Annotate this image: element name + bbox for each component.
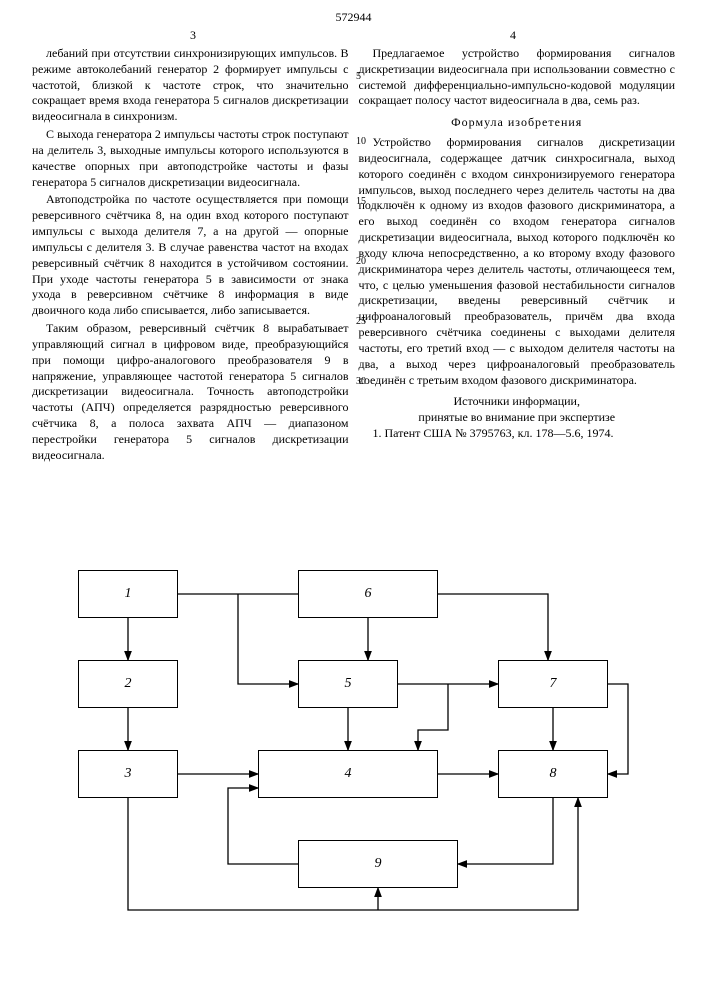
paragraph: Устройство формирования сигналов дискрет… bbox=[359, 135, 676, 388]
gutter-num: 10 bbox=[356, 137, 366, 147]
page-num-left: 3 bbox=[190, 28, 196, 43]
block-6: 6 bbox=[298, 570, 438, 618]
block-7: 7 bbox=[498, 660, 608, 708]
block-4: 4 bbox=[258, 750, 438, 798]
gutter-num: 25 bbox=[356, 317, 366, 327]
block-diagram: 1 6 2 5 7 3 4 8 9 bbox=[78, 570, 638, 930]
doc-number: 572944 bbox=[0, 10, 707, 25]
gutter-num: 15 bbox=[356, 197, 366, 207]
paragraph: Таким образом, реверсивный счётчик 8 выр… bbox=[32, 321, 349, 463]
page-num-right: 4 bbox=[510, 28, 516, 43]
paragraph: Предлагаемое устройство формирования сиг… bbox=[359, 46, 676, 109]
paragraph: лебаний при отсутствии синхронизирующих … bbox=[32, 46, 349, 125]
gutter-num: 30 bbox=[356, 377, 366, 387]
left-column: лебаний при отсутствии синхронизирующих … bbox=[32, 46, 349, 466]
right-column: Предлагаемое устройство формирования сиг… bbox=[359, 46, 676, 466]
sources-heading: Источники информации, принятые во вниман… bbox=[359, 394, 676, 426]
block-8: 8 bbox=[498, 750, 608, 798]
gutter-num: 20 bbox=[356, 257, 366, 267]
gutter-num: 5 bbox=[356, 72, 361, 82]
block-2: 2 bbox=[78, 660, 178, 708]
source-entry: 1. Патент США № 3795763, кл. 178—5.6, 19… bbox=[359, 426, 676, 442]
paragraph: Автоподстройка по частоте осуществляется… bbox=[32, 192, 349, 319]
block-1: 1 bbox=[78, 570, 178, 618]
block-3: 3 bbox=[78, 750, 178, 798]
block-9: 9 bbox=[298, 840, 458, 888]
text-columns: лебаний при отсутствии синхронизирующих … bbox=[32, 46, 675, 466]
paragraph: С выхода генератора 2 импульсы частоты с… bbox=[32, 127, 349, 190]
formula-heading: Формула изобретения bbox=[359, 115, 676, 131]
block-5: 5 bbox=[298, 660, 398, 708]
